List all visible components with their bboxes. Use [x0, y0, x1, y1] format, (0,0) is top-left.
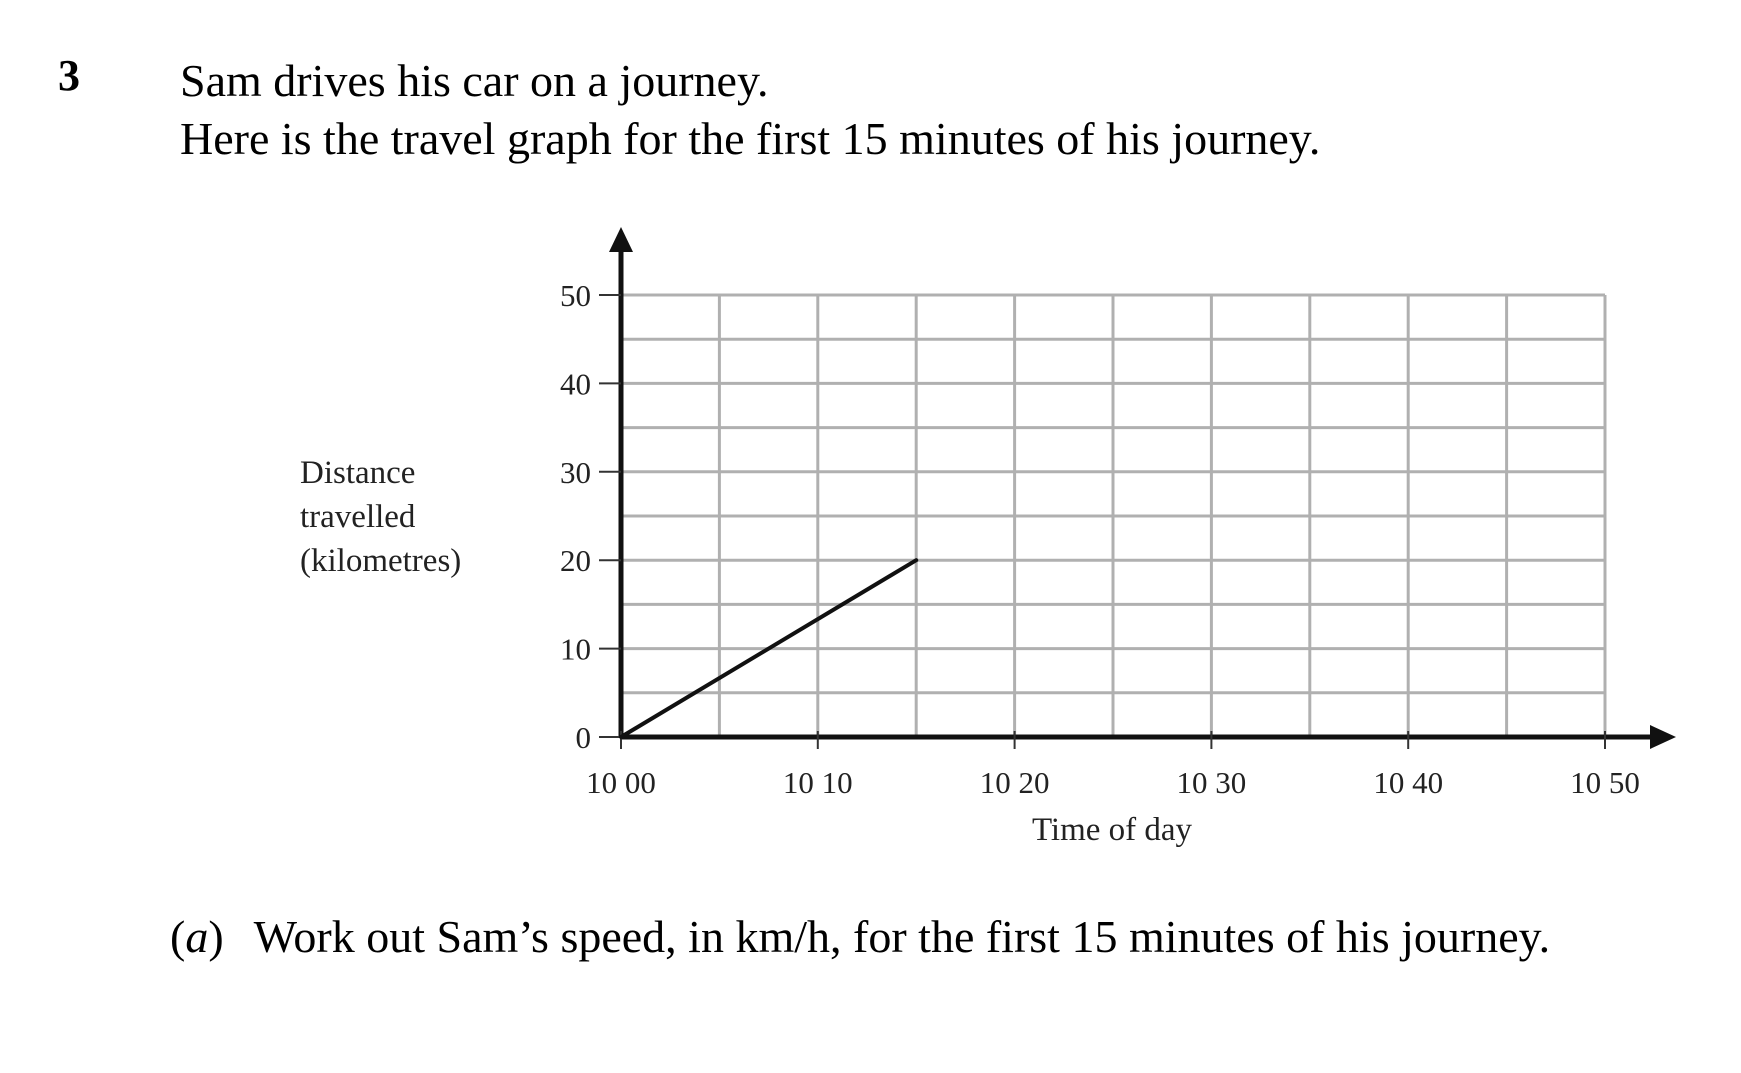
chart-grid — [619, 293, 1607, 739]
y-axis-arrow-icon — [609, 227, 633, 252]
question-intro: Sam drives his car on a journey. Here is… — [180, 52, 1320, 168]
y-tick-label: 40 — [560, 366, 591, 401]
series-line — [619, 558, 919, 739]
intro-line-1: Sam drives his car on a journey. — [180, 55, 769, 106]
x-tick-label: 10 40 — [1373, 765, 1443, 800]
x-tick-label: 10 30 — [1177, 765, 1247, 800]
question-part-a: (a) Work out Sam’s speed, in km/h, for th… — [170, 910, 1550, 963]
y-tick-labels: 0 10 20 30 40 50 — [560, 278, 591, 755]
y-tick-label: 30 — [560, 455, 591, 490]
part-label-open: ( — [170, 911, 186, 962]
x-tick-labels: 10 00 10 10 10 20 10 30 10 40 10 50 — [586, 765, 1640, 800]
chart-axes — [599, 227, 1676, 749]
question-number: 3 — [58, 51, 80, 100]
part-label-letter: a — [185, 911, 209, 962]
x-tick-label: 10 10 — [783, 765, 853, 800]
x-tick-label: 10 50 — [1570, 765, 1640, 800]
y-tick-label: 0 — [576, 720, 592, 755]
x-axis-label: Time of day — [1032, 812, 1193, 848]
y-tick-label: 10 — [560, 632, 591, 667]
y-axis-label-line-3: (kilometres) — [300, 543, 461, 579]
part-text: Work out Sam’s speed, in km/h, for the f… — [253, 911, 1551, 962]
x-tick-label: 10 20 — [980, 765, 1050, 800]
chart-series — [619, 558, 919, 739]
intro-line-2: Here is the travel graph for the first 1… — [180, 113, 1321, 164]
x-axis-arrow-icon — [1650, 725, 1676, 749]
y-axis-label-line-1: Distance — [300, 455, 415, 491]
y-axis-label: Distance travelled (kilometres) — [300, 455, 461, 579]
y-tick-label: 20 — [560, 543, 591, 578]
part-label-close: ) — [208, 911, 224, 962]
y-axis-label-line-2: travelled — [300, 499, 416, 535]
part-label: (a) — [170, 911, 224, 962]
y-tick-label: 50 — [560, 278, 591, 313]
x-tick-label: 10 00 — [586, 765, 656, 800]
